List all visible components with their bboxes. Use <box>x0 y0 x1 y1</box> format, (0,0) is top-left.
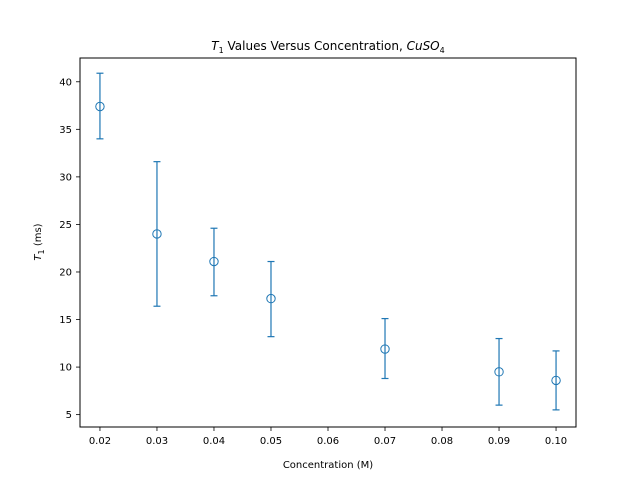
x-tick-label: 0.08 <box>431 436 453 447</box>
y-tick-label: 5 <box>66 410 72 421</box>
y-axis-label: T1 (ms) <box>33 223 46 260</box>
y-tick-label: 10 <box>59 363 72 374</box>
data-point <box>551 375 561 386</box>
y-tick-label: 25 <box>59 220 72 231</box>
x-tick-label: 0.03 <box>146 436 168 447</box>
data-point <box>209 256 219 267</box>
data-point <box>380 344 390 354</box>
data-point-group <box>494 337 504 406</box>
x-axis-label: Concentration (M) <box>283 460 373 471</box>
y-tick-label: 15 <box>59 315 72 326</box>
data-point-group <box>380 317 390 380</box>
plot-area <box>95 72 561 411</box>
y-tick-label: 20 <box>59 267 72 278</box>
data-point <box>266 293 276 304</box>
data-point-group <box>95 72 105 140</box>
data-point-group <box>551 350 561 411</box>
x-tick-label: 0.06 <box>317 436 339 447</box>
x-tick-label: 0.09 <box>488 436 510 447</box>
x-tick-label: 0.02 <box>89 436 111 447</box>
data-point <box>95 101 105 112</box>
axes-frame <box>79 57 577 428</box>
data-point <box>494 367 504 377</box>
x-tick-label: 0.04 <box>203 436 225 447</box>
data-point-group <box>209 227 219 297</box>
x-tick-label: 0.07 <box>374 436 396 447</box>
data-point-group <box>152 161 162 307</box>
x-tick-label: 0.10 <box>545 436 567 447</box>
y-tick-label: 35 <box>59 125 72 136</box>
y-tick-label: 30 <box>59 172 72 183</box>
x-axis-ticks: 0.02 0.03 0.04 0.05 0.06 0.07 0.08 0.09 0.10 <box>89 427 567 447</box>
data-point-group <box>266 260 276 338</box>
chart-title: T1 Values Versus Concentration, CuSO4 <box>211 39 444 55</box>
x-tick-label: 0.05 <box>260 436 282 447</box>
y-tick-label: 40 <box>59 77 72 88</box>
y-axis-ticks: 5 10 15 20 25 30 35 40 <box>59 77 80 421</box>
data-point <box>152 229 162 239</box>
